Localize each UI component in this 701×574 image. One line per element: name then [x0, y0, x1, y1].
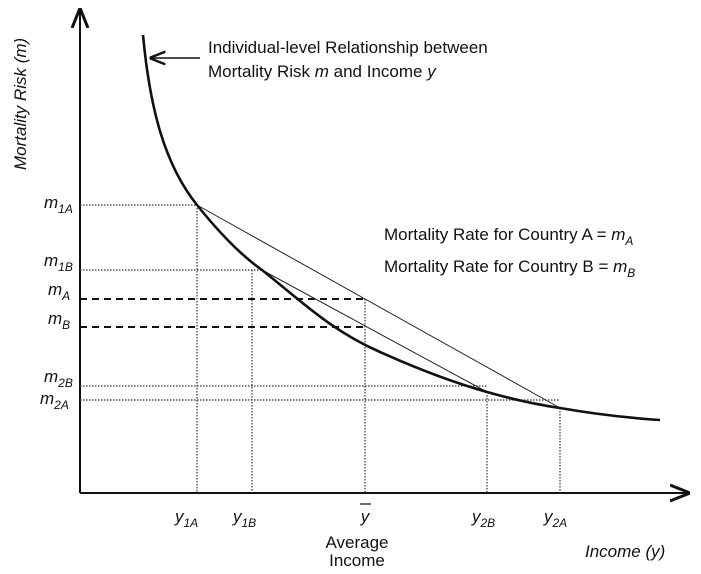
y-axis-label: Mortality Risk (m)	[11, 38, 30, 170]
x-tick-labels: y1A y1B y2B y2A y Average Income	[174, 503, 567, 570]
tick-base: y	[232, 507, 243, 526]
x-tick-label: y2A	[543, 507, 567, 530]
legend-a: Mortality Rate for Country A = mA	[384, 225, 633, 248]
y-tick-label: mA	[48, 280, 70, 303]
annotation-symbol: y	[426, 62, 437, 81]
tick-base: m	[48, 309, 62, 328]
tick-base: m	[44, 367, 58, 386]
tick-sub: 2A	[552, 516, 568, 530]
legend-sub: A	[624, 234, 633, 248]
tick-sub: 1B	[58, 260, 73, 274]
ybar-caption: Income	[329, 551, 385, 570]
y-tick-labels: m1A m1B mA mB m2B m2A	[40, 193, 73, 412]
chord-b	[261, 269, 488, 393]
tick-base: y	[471, 507, 482, 526]
ybar-symbol: y	[360, 507, 371, 526]
annotation-line1: Individual-level Relationship between	[208, 38, 488, 57]
guides	[80, 204, 561, 493]
ybar-caption: Average	[325, 533, 388, 552]
tick-sub: 1A	[184, 516, 199, 530]
tick-base: y	[174, 507, 185, 526]
tick-base: m	[44, 193, 58, 212]
tick-sub: 1A	[58, 202, 73, 216]
x-tick-label: y2B	[471, 507, 495, 530]
legend-text: Mortality Rate for Country B =	[384, 257, 613, 276]
tick-sub: B	[62, 318, 70, 332]
annotation-text: and Income	[329, 62, 427, 81]
y-tick-label: m1B	[44, 251, 73, 274]
legend-symbol: m	[611, 225, 625, 244]
tick-sub: A	[61, 289, 70, 303]
tick-base: y	[543, 507, 554, 526]
legend-b: Mortality Rate for Country B = mB	[384, 257, 635, 280]
y-tick-label: m2B	[44, 367, 73, 390]
curve	[141, 34, 661, 422]
chord-a	[196, 204, 561, 409]
y-tick-label: m2A	[40, 389, 69, 412]
annotation-symbol: m	[315, 62, 329, 81]
tick-sub: 2B	[480, 516, 496, 530]
legend-text: Mortality Rate for Country A =	[384, 225, 611, 244]
annotation-line2: Mortality Risk m and Income y	[208, 62, 437, 81]
legend-symbol: m	[613, 257, 627, 276]
tick-base: m	[40, 389, 54, 408]
tick-sub: 2B	[57, 376, 73, 390]
annotation-text: Mortality Risk	[208, 62, 315, 81]
tick-base: m	[44, 251, 58, 270]
legend-sub: B	[627, 266, 635, 280]
x-axis-label: Income (y)	[585, 542, 665, 561]
y-tick-label: m1A	[44, 193, 73, 216]
x-tick-label: y1A	[174, 507, 198, 530]
tick-sub: 1B	[242, 516, 257, 530]
tick-base: m	[48, 280, 62, 299]
x-tick-label: y1B	[232, 507, 256, 530]
y-tick-label: mB	[48, 309, 70, 332]
tick-sub: 2A	[53, 398, 69, 412]
